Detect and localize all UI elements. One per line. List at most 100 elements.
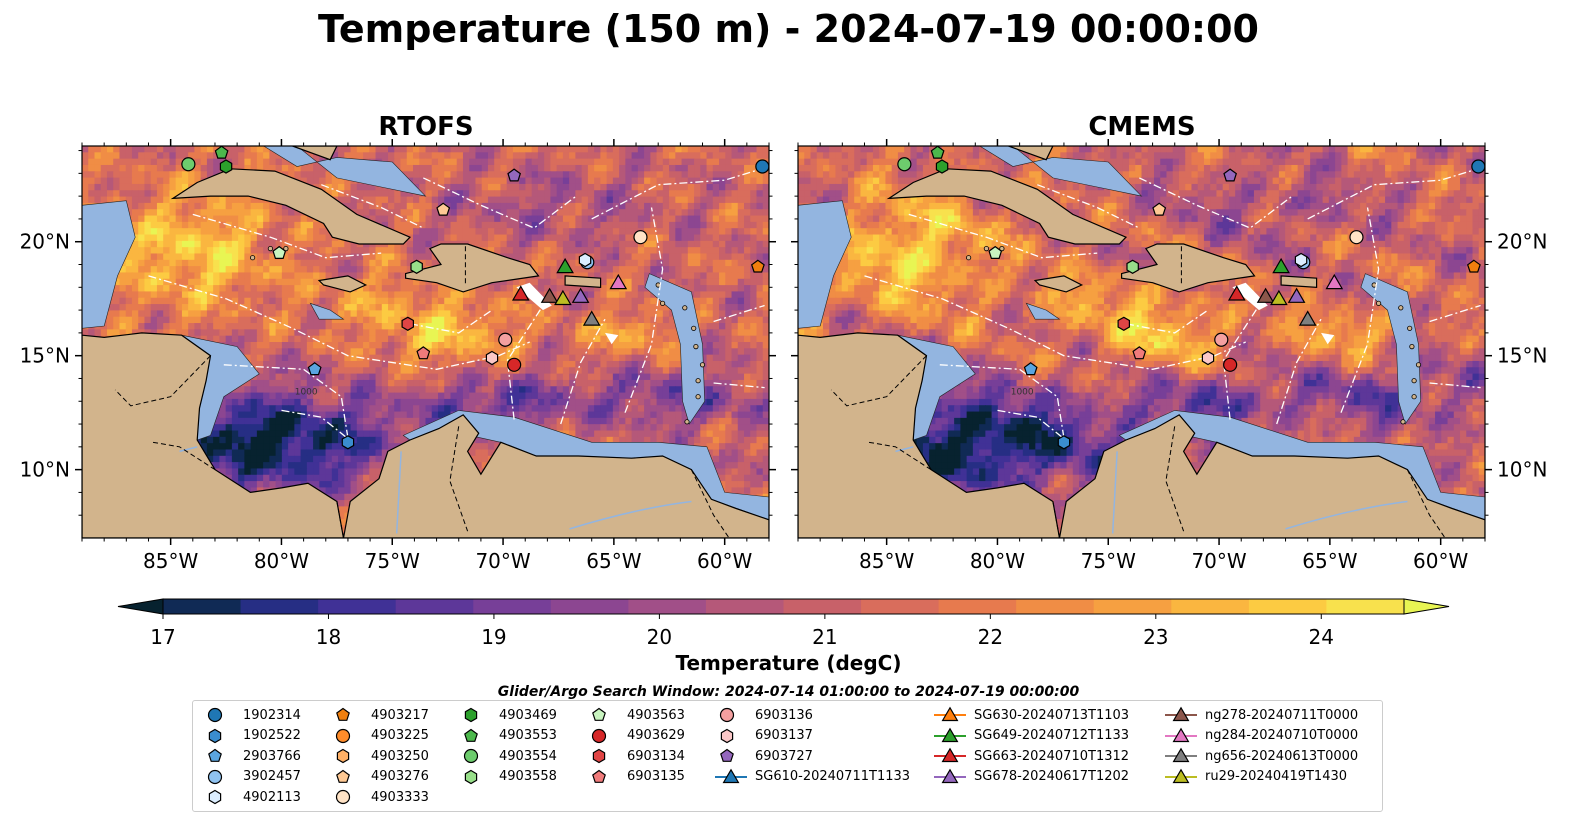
- map-frame: [81, 145, 770, 539]
- glider-track: [1232, 282, 1268, 311]
- legend-item: 4903333: [327, 787, 429, 807]
- circle-marker-icon: [199, 705, 243, 725]
- panel-title-rtofs: RTOFS: [378, 112, 474, 142]
- legend-marker: [720, 748, 734, 762]
- observation-marker: [436, 202, 451, 216]
- legend-label: 4903276: [371, 769, 429, 784]
- legend-label: SG649-20240712T1133: [974, 728, 1130, 743]
- colorbar-extend-high: [1403, 598, 1450, 615]
- eez-boundary: [1340, 207, 1380, 413]
- legend-label: SG610-20240711T1133: [755, 769, 911, 784]
- bahamas-shelf: [979, 146, 1143, 197]
- border-line: [449, 426, 469, 532]
- legend-marker: [592, 707, 606, 721]
- x-tick-label: 65°W: [1302, 549, 1357, 573]
- panel-title-cmems: CMEMS: [1088, 112, 1196, 142]
- triangle-marker-icon: [930, 705, 974, 725]
- observation-marker: [897, 157, 912, 172]
- land-puerto-rico: [564, 275, 602, 288]
- legend-item: 4903554: [455, 746, 557, 766]
- triangle-marker-icon: [1161, 726, 1205, 746]
- legend-marker: [208, 748, 222, 762]
- pentagon-marker-icon: [327, 767, 371, 787]
- legend-marker: [941, 727, 959, 742]
- x-tick-label: 70°W: [475, 549, 530, 573]
- temperature-field: [82, 146, 769, 538]
- colorbar-tick-label: 19: [481, 625, 506, 649]
- colorbar-tick-label: 22: [978, 625, 1003, 649]
- legend-label: 3902457: [243, 769, 301, 784]
- legend-marker: [207, 769, 223, 784]
- map-panel-rtofs: 1000 85°W 80°W 75°W 70°W 65°W 60°W 20°N 15°N 10°N: [20, 139, 776, 573]
- land-hispaniola: [1120, 243, 1256, 293]
- x-tick-label: 75°W: [1081, 549, 1136, 573]
- observation-marker: [1057, 435, 1071, 450]
- legend-label: 4903554: [499, 748, 557, 764]
- legend-item: 6903727: [711, 746, 813, 766]
- glider-track: [1321, 332, 1335, 345]
- observation-marker: [485, 350, 499, 366]
- border-line: [336, 501, 344, 538]
- island: [267, 246, 273, 252]
- island: [695, 394, 701, 400]
- observation-marker: [1272, 257, 1290, 274]
- legend-marker: [720, 728, 734, 743]
- eez-boundary: [713, 304, 765, 323]
- yucatan-shelf: [798, 200, 852, 329]
- observation-marker: [1349, 230, 1364, 245]
- legend-marker: [719, 707, 735, 723]
- border-line: [868, 441, 932, 471]
- legend-item: 1902522: [199, 726, 301, 746]
- hexagon-marker-icon: [583, 746, 627, 766]
- island: [691, 325, 697, 331]
- legend-item: 4903225: [327, 726, 429, 746]
- observation-marker: [1325, 273, 1344, 290]
- legend-label: ng656-20240613T0000: [1205, 748, 1359, 764]
- legend-label: SG630-20240713T1103: [974, 707, 1130, 723]
- eez-boundary: [908, 213, 1098, 259]
- legend-label: 1902314: [243, 707, 301, 723]
- contour-label: 1000: [1011, 387, 1034, 397]
- legend-label: 4903553: [499, 728, 557, 743]
- colorbar-segment: [938, 599, 1017, 614]
- observation-marker: [1294, 252, 1308, 268]
- legend-item: 6903137: [711, 726, 813, 746]
- colorbar-tick-label: 23: [1143, 625, 1168, 649]
- triangle-marker-icon: [930, 767, 974, 787]
- x-tick-label: 80°W: [254, 549, 309, 573]
- land-cuba: [170, 168, 412, 245]
- island: [684, 419, 690, 425]
- pentagon-marker-icon: [199, 746, 243, 766]
- land-south-america: [342, 414, 769, 538]
- river: [395, 451, 402, 534]
- land-jamaica: [1033, 275, 1084, 293]
- pentagon-marker-icon: [455, 726, 499, 746]
- x-tick-label: 75°W: [365, 549, 420, 573]
- observation-marker: [755, 159, 769, 174]
- eez-boundary: [591, 165, 769, 220]
- y-tick-label: 15°N: [1497, 344, 1547, 368]
- legend-item: 3902457: [199, 767, 301, 787]
- legend-marker: [592, 748, 606, 764]
- y-tick-label: 20°N: [1497, 230, 1547, 254]
- island: [965, 255, 972, 261]
- colorbar-tick-label: 17: [150, 625, 175, 649]
- observation-marker: [1126, 259, 1139, 274]
- colorbar-segment: [395, 599, 474, 614]
- hexagon-marker-icon: [711, 726, 755, 746]
- legend-item: 4903563: [583, 705, 685, 725]
- eez-boundary: [506, 298, 548, 420]
- bahamas-shelf: [263, 146, 427, 197]
- observation-marker: [1466, 259, 1481, 273]
- legend-item: 6903135: [583, 767, 685, 787]
- legend-marker: [591, 728, 607, 743]
- legend-marker: [941, 747, 959, 763]
- circle-marker-icon: [327, 787, 371, 807]
- observation-marker: [930, 146, 945, 159]
- colorbar-segment: [163, 599, 242, 614]
- land-puerto-rico: [1280, 275, 1318, 288]
- pentagon-marker-icon: [711, 746, 755, 766]
- pedro-bank: [309, 302, 345, 320]
- observation-marker: [1227, 285, 1246, 301]
- legend-marker: [941, 706, 959, 722]
